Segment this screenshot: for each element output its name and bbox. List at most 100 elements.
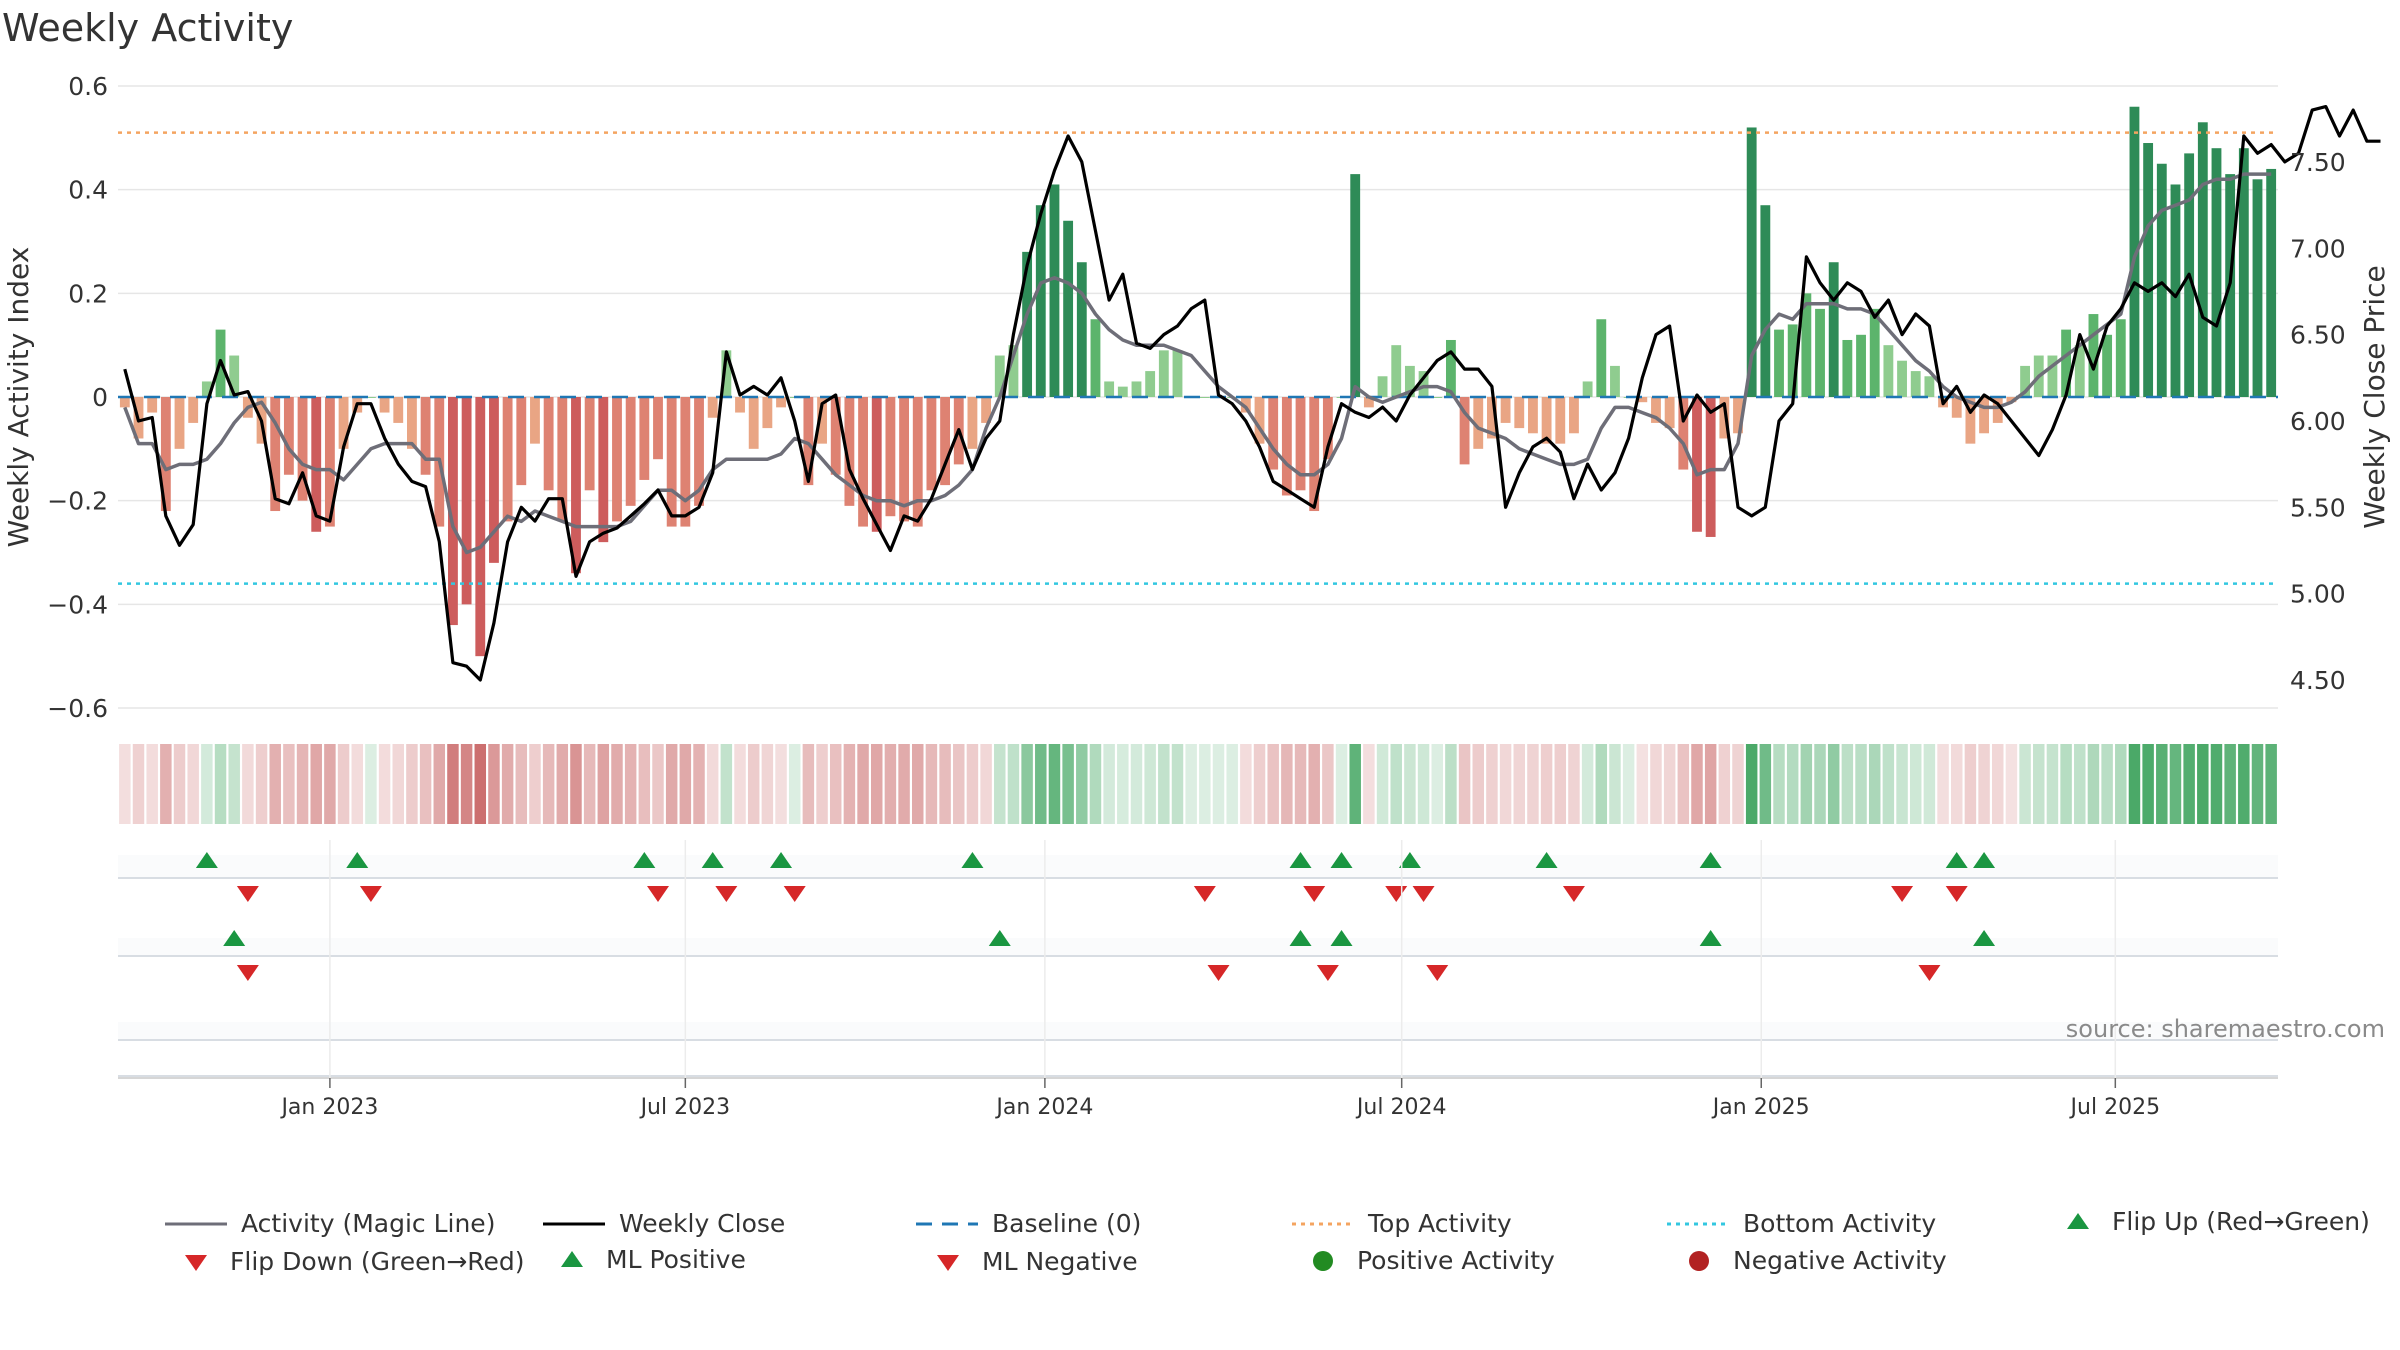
heat-strip-cell [734, 744, 746, 824]
activity-bar [817, 397, 827, 444]
heat-strip-cell [1554, 744, 1567, 824]
activity-bar [147, 397, 158, 413]
heat-strip-cell [474, 744, 487, 824]
activity-bar [448, 397, 458, 626]
heat-strip-cell [1622, 744, 1635, 824]
legend-item-magic-line: Activity (Magic Line) [165, 1209, 495, 1238]
activity-bar [283, 397, 294, 475]
chart-title: Weekly Activity [2, 6, 294, 50]
activity-bar [188, 397, 199, 423]
activity-bar [1774, 329, 1784, 397]
activity-bar [2143, 143, 2154, 397]
heat-strip-cell [665, 744, 678, 824]
activity-bar [2047, 355, 2058, 397]
y2-tick-label: 6.50 [2290, 321, 2346, 350]
activity-bar [2252, 179, 2263, 397]
activity-bar [885, 397, 896, 517]
heat-strip-cell [652, 744, 664, 824]
activity-bar [2197, 122, 2208, 398]
activity-bar [489, 397, 499, 563]
heat-strip-cell [242, 744, 254, 824]
activity-bar [2170, 184, 2181, 397]
activity-bar [1022, 251, 1033, 397]
heat-strip-cell [994, 744, 1006, 824]
activity-bar [516, 397, 527, 486]
heat-strip-cell [1089, 744, 1102, 824]
legend-item-ml-positive: ML Positive [552, 1245, 746, 1274]
heat-strip-cell [939, 744, 951, 824]
x-tick-label: Jul 2024 [1355, 1095, 1447, 1120]
activity-bar [625, 397, 636, 506]
heat-strip-cell [857, 744, 869, 824]
activity-bar [1309, 397, 1320, 512]
flip-down-marker [1891, 886, 1914, 902]
activity-bar [1692, 397, 1702, 532]
y-tick-label: 0.4 [68, 176, 108, 205]
heat-strip-cell [1759, 744, 1772, 824]
heat-strip-cell [2238, 744, 2250, 824]
activity-bar [2211, 148, 2222, 397]
heat-strip-cell [1199, 744, 1211, 824]
activity-bar [1404, 365, 1415, 397]
heat-strip-cell [2210, 744, 2223, 824]
heat-strip-cell [2087, 744, 2100, 824]
heat-strip-cell [1335, 744, 1348, 824]
activity-bar [1432, 397, 1443, 398]
y-axis-title: Weekly Activity Index [2, 247, 35, 548]
activity-bar [557, 397, 568, 522]
activity-bar [324, 397, 335, 527]
flip-down-marker [1193, 886, 1216, 902]
activity-bar [721, 350, 732, 397]
activity-bar [297, 397, 308, 501]
activity-bar [1651, 397, 1661, 423]
flip-down-marker [1945, 886, 1968, 902]
heat-strip-cell [1650, 744, 1662, 824]
legend-label: Top Activity [1368, 1209, 1512, 1238]
heat-strip-cell [2142, 744, 2154, 824]
heat-strip-cell [1007, 744, 1020, 824]
heat-strip-cell [488, 744, 500, 824]
activity-bar [1992, 397, 2003, 423]
heat-strip-cell [1513, 744, 1526, 824]
legend-label: ML Positive [606, 1245, 746, 1274]
activity-bar [1268, 397, 1279, 470]
activity-bar [461, 397, 472, 605]
heat-strip-cell [1226, 744, 1238, 824]
flip-up-marker [195, 852, 218, 868]
heat-strip-cell [1390, 744, 1402, 824]
activity-bar [912, 397, 923, 527]
heat-strip-cell [392, 744, 404, 824]
legend-item-positive-activity: Positive Activity [1303, 1246, 1555, 1275]
activity-bar [598, 397, 609, 543]
heat-strip-cell [2224, 744, 2236, 824]
heat-strip-cell [1253, 744, 1266, 824]
x-tick-label: Jul 2023 [639, 1095, 731, 1120]
flip-down-marker [647, 886, 669, 902]
heat-strip-cell [2033, 744, 2045, 824]
heat-strip-cell [228, 744, 240, 824]
marker-panel-band [118, 855, 2278, 878]
legend-item-flip-down: Flip Down (Green→Red) [176, 1247, 525, 1276]
activity-bar [475, 397, 486, 657]
y2-tick-label: 6.00 [2290, 407, 2346, 436]
activity-bar [229, 355, 240, 397]
heat-strip-cell [1663, 744, 1676, 824]
heat-strip-cell [829, 744, 842, 824]
heat-strip-cell [269, 744, 281, 824]
heat-strip-cell [761, 744, 774, 824]
heat-strip-cell [2197, 744, 2209, 824]
activity-bar [666, 397, 677, 527]
flip-up-marker [346, 852, 369, 868]
activity-bar [1678, 397, 1689, 470]
heat-strip-cell [1267, 744, 1279, 824]
activity-bar [1104, 381, 1115, 397]
ml-positive-marker [223, 930, 246, 946]
flip-down-marker [1412, 886, 1435, 902]
activity-bar [502, 397, 513, 522]
ml-negative-marker [1918, 965, 1941, 981]
activity-bar [1240, 397, 1251, 413]
activity-bar [1131, 381, 1142, 397]
heat-strip-cell [1786, 744, 1799, 824]
heat-strip-cell [324, 744, 336, 824]
heat-strip-cell [1431, 744, 1443, 824]
